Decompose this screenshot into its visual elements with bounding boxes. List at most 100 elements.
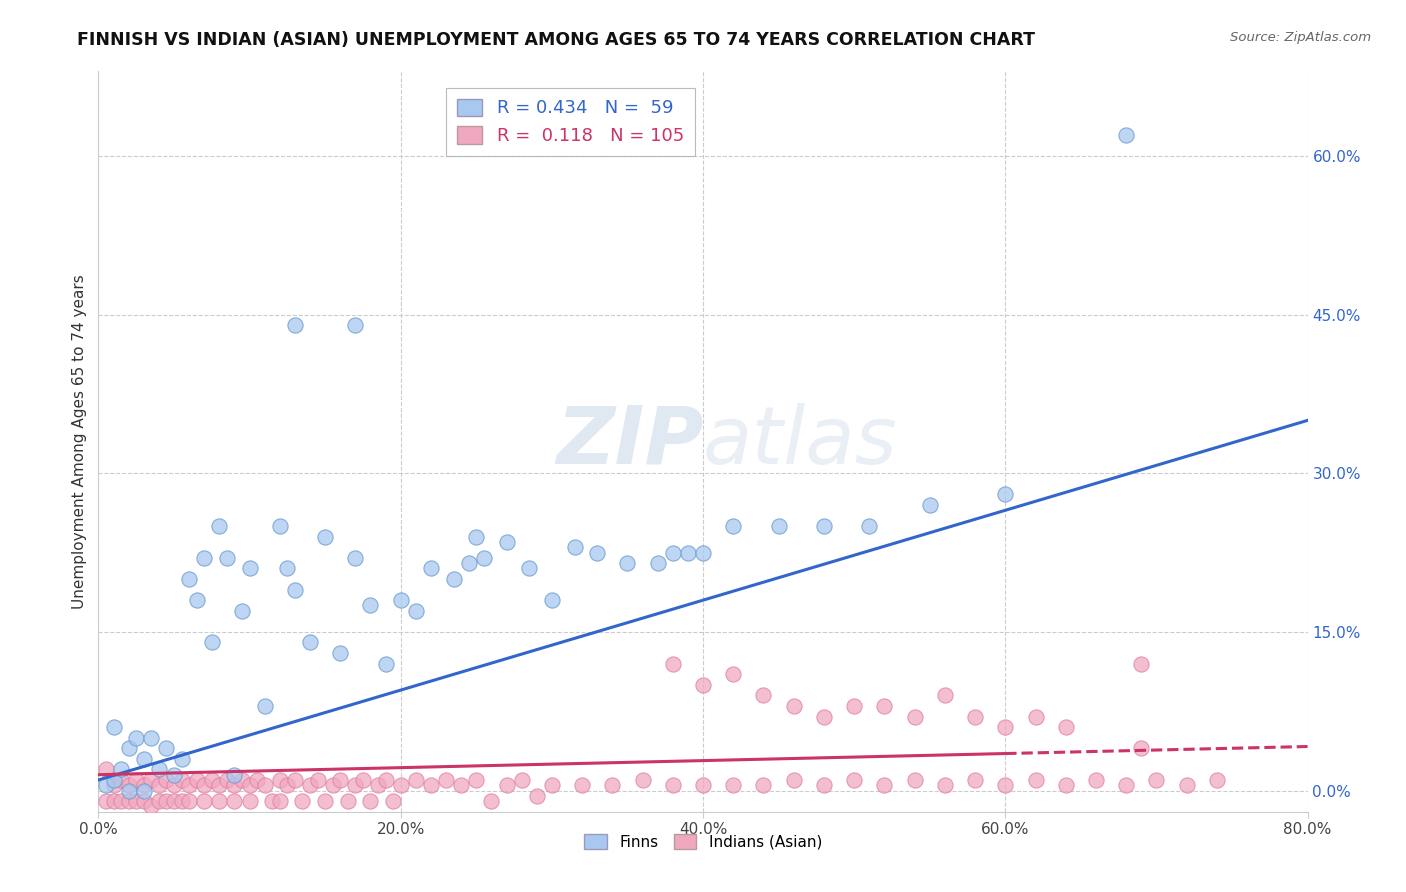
Point xyxy=(389,778,412,792)
Point xyxy=(336,794,359,808)
Point xyxy=(208,794,231,808)
Point xyxy=(965,772,987,787)
Point xyxy=(103,772,125,787)
Point xyxy=(94,763,117,777)
Point xyxy=(179,778,201,792)
Point xyxy=(934,778,956,792)
Point xyxy=(231,604,253,618)
Point xyxy=(1024,772,1046,787)
Point xyxy=(965,709,987,723)
Point xyxy=(813,778,835,792)
Point xyxy=(329,772,352,787)
Point xyxy=(661,657,683,671)
Point xyxy=(170,772,193,787)
Point xyxy=(616,556,638,570)
Point xyxy=(94,778,117,792)
Point xyxy=(517,561,540,575)
Point xyxy=(284,318,307,333)
Point xyxy=(360,794,382,808)
Point xyxy=(1144,772,1167,787)
Point xyxy=(179,794,201,808)
Text: atlas: atlas xyxy=(703,402,898,481)
Point xyxy=(299,778,322,792)
Point xyxy=(465,530,488,544)
Point xyxy=(631,772,654,787)
Point xyxy=(873,698,896,713)
Point xyxy=(405,772,427,787)
Point xyxy=(647,556,669,570)
Point xyxy=(284,772,307,787)
Point xyxy=(661,778,683,792)
Point xyxy=(934,689,956,703)
Point xyxy=(844,698,866,713)
Point xyxy=(231,772,253,787)
Point xyxy=(352,772,374,787)
Point xyxy=(155,741,177,756)
Point xyxy=(1130,657,1153,671)
Point xyxy=(269,519,291,533)
Point xyxy=(994,487,1017,501)
Point xyxy=(465,772,488,787)
Point xyxy=(360,599,382,613)
Point xyxy=(1130,741,1153,756)
Point xyxy=(844,772,866,787)
Point xyxy=(540,593,562,607)
Point xyxy=(1054,720,1077,734)
Point xyxy=(783,772,806,787)
Point xyxy=(768,519,790,533)
Point xyxy=(602,778,624,792)
Point xyxy=(132,794,155,808)
Point xyxy=(586,546,609,560)
Point xyxy=(443,572,465,586)
Point xyxy=(1115,778,1137,792)
Point xyxy=(299,635,322,649)
Point xyxy=(103,794,125,808)
Point xyxy=(141,799,163,814)
Point xyxy=(132,778,155,792)
Point xyxy=(904,709,927,723)
Text: Source: ZipAtlas.com: Source: ZipAtlas.com xyxy=(1230,31,1371,45)
Point xyxy=(344,318,367,333)
Point xyxy=(262,794,284,808)
Point xyxy=(132,783,155,797)
Point xyxy=(813,519,835,533)
Point xyxy=(224,767,246,781)
Point xyxy=(110,763,132,777)
Point xyxy=(813,709,835,723)
Point xyxy=(179,572,201,586)
Point xyxy=(389,593,412,607)
Point xyxy=(495,535,517,549)
Point xyxy=(193,794,215,808)
Point xyxy=(661,546,683,560)
Point xyxy=(344,550,367,565)
Point xyxy=(692,778,714,792)
Point xyxy=(1024,709,1046,723)
Point xyxy=(125,794,148,808)
Point xyxy=(208,519,231,533)
Point xyxy=(148,794,170,808)
Point xyxy=(141,731,163,745)
Point xyxy=(118,741,141,756)
Point xyxy=(269,794,291,808)
Point xyxy=(239,561,262,575)
Point xyxy=(858,519,880,533)
Point xyxy=(434,772,457,787)
Point xyxy=(239,794,262,808)
Point xyxy=(382,794,405,808)
Point xyxy=(276,561,298,575)
Y-axis label: Unemployment Among Ages 65 to 74 years: Unemployment Among Ages 65 to 74 years xyxy=(72,274,87,609)
Point xyxy=(103,778,125,792)
Point xyxy=(163,794,186,808)
Point xyxy=(374,772,396,787)
Point xyxy=(269,772,291,787)
Point xyxy=(904,772,927,787)
Point xyxy=(239,778,262,792)
Point xyxy=(367,778,389,792)
Point xyxy=(215,772,238,787)
Point xyxy=(155,772,177,787)
Point xyxy=(186,772,208,787)
Point xyxy=(118,783,141,797)
Point xyxy=(291,794,314,808)
Point xyxy=(540,778,562,792)
Point xyxy=(110,794,132,808)
